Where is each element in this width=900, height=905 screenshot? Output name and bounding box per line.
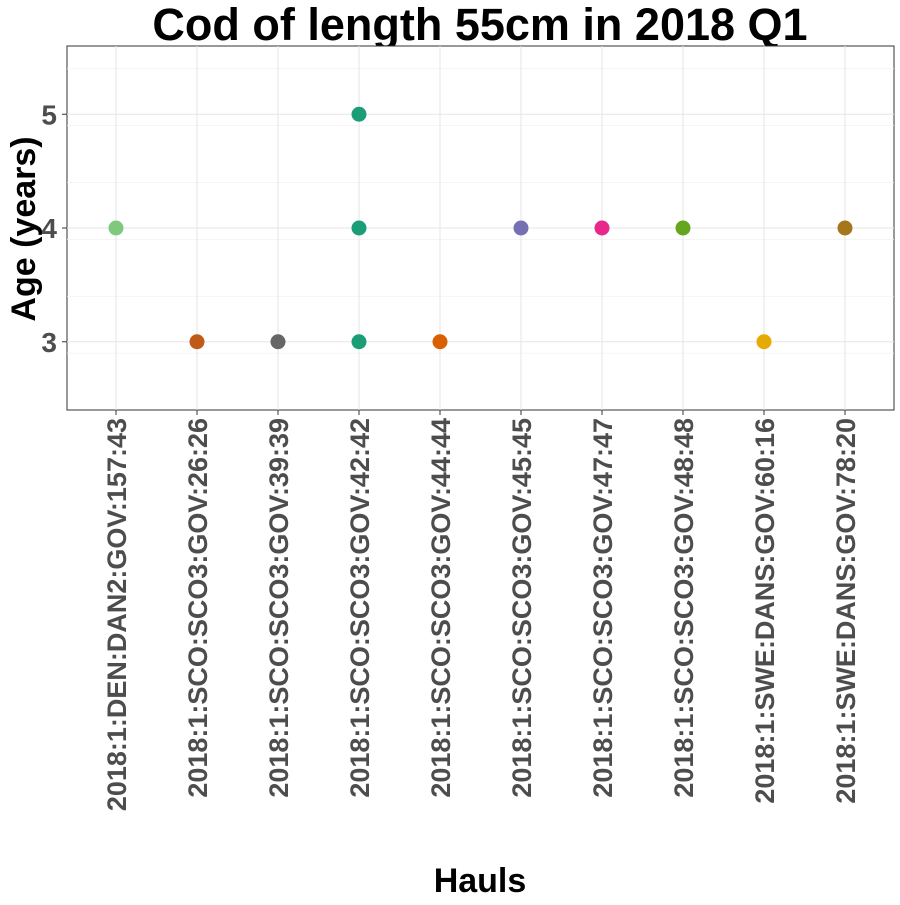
x-tick-label: 2018:1:SCO:SCO3:GOV:48:48 bbox=[669, 418, 699, 798]
data-point bbox=[594, 220, 610, 236]
x-tick-label: 2018:1:SWE:DANS:GOV:78:20 bbox=[831, 418, 861, 804]
x-axis-ticks: 2018:1:DEN:DAN2:GOV:157:43 2018:1:SCO:SCO… bbox=[102, 410, 861, 811]
x-tick-label: 2018:1:SCO:SCO3:GOV:42:42 bbox=[345, 418, 375, 798]
x-tick-label: 2018:1:SCO:SCO3:GOV:45:45 bbox=[507, 418, 537, 798]
data-point bbox=[108, 220, 124, 236]
x-tick-label: 2018:1:SCO:SCO3:GOV:47:47 bbox=[588, 418, 618, 798]
x-tick-label: 2018:1:SCO:SCO3:GOV:44:44 bbox=[426, 418, 456, 798]
data-point bbox=[189, 334, 205, 350]
x-tick-label: 2018:1:SCO:SCO3:GOV:39:39 bbox=[264, 418, 294, 798]
chart-title: Cod of length 55cm in 2018 Q1 bbox=[152, 0, 807, 50]
x-tick-label: 2018:1:DEN:DAN2:GOV:157:43 bbox=[102, 418, 132, 811]
data-point bbox=[756, 334, 772, 350]
data-point bbox=[432, 334, 448, 350]
y-tick-label: 3 bbox=[41, 327, 57, 358]
data-point bbox=[351, 106, 367, 122]
data-point bbox=[270, 334, 286, 350]
y-axis-title: Age (years) bbox=[5, 136, 43, 321]
x-axis-title: Hauls bbox=[434, 862, 527, 900]
data-point bbox=[837, 220, 853, 236]
data-point bbox=[675, 220, 691, 236]
data-points bbox=[108, 106, 853, 350]
data-point bbox=[351, 334, 367, 350]
x-tick-label: 2018:1:SWE:DANS:GOV:60:16 bbox=[750, 418, 780, 804]
data-point bbox=[351, 220, 367, 236]
y-tick-label: 4 bbox=[41, 213, 57, 244]
x-tick-label: 2018:1:SCO:SCO3:GOV:26:26 bbox=[183, 418, 213, 798]
y-tick-label: 5 bbox=[41, 99, 57, 130]
data-point bbox=[513, 220, 529, 236]
y-axis-ticks: 3 4 5 bbox=[41, 99, 67, 358]
